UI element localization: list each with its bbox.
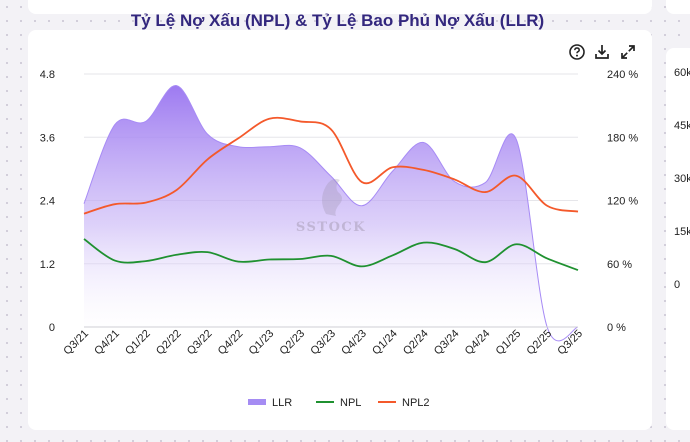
x-tick-label: Q2/22: [154, 328, 184, 358]
x-tick-label: Q1/23: [247, 328, 277, 358]
side-tick-label: 0: [674, 279, 681, 291]
series-npl2-line: [83, 116, 579, 215]
y-right-tick-label: 60 %: [607, 259, 632, 271]
x-tick-label: Q4/24: [463, 328, 493, 358]
help-circle-icon: [569, 44, 585, 60]
side-tick-label: 60k: [674, 67, 690, 79]
side-tick-label: 45k: [674, 120, 690, 132]
x-tick-label: Q3/23: [308, 328, 338, 358]
x-tick-label: Q3/21: [61, 328, 91, 358]
x-tick-label: Q1/24: [370, 328, 400, 358]
legend-label-npl: NPL: [340, 397, 361, 409]
x-tick-label: Q1/25: [494, 328, 524, 358]
watermark-logo: [322, 178, 342, 216]
top-right-card: [666, 0, 690, 14]
y-left-tick-label: 3.6: [40, 132, 55, 144]
y-right-tick-label: 0 %: [607, 322, 626, 334]
series-npl-line: [83, 238, 579, 271]
chart-title: Tỷ Lệ Nợ Xấu (NPL) & Tỷ Lệ Bao Phủ Nợ Xấ…: [130, 11, 545, 30]
expand-icon: [621, 45, 635, 59]
x-tick-label: Q3/22: [185, 328, 215, 358]
x-tick-label: Q2/23: [278, 328, 308, 358]
x-tick-label: Q4/22: [216, 328, 246, 358]
x-tick-label: Q2/25: [525, 328, 555, 358]
y-left-tick-label: 1.2: [40, 259, 55, 271]
series-llr-line: [83, 85, 579, 342]
y-right-tick-label: 120 %: [607, 196, 638, 208]
legend-label-llr: LLR: [272, 397, 292, 409]
series-llr-area: [84, 85, 578, 341]
x-tick-label: Q2/24: [401, 328, 431, 358]
watermark-text: SSTOCK: [296, 220, 366, 235]
x-tick-label: Q4/23: [339, 328, 369, 358]
legend-swatch-llr: [248, 399, 266, 405]
legend-label-npl2: NPL2: [402, 397, 430, 409]
download-button[interactable]: [591, 41, 613, 63]
x-tick-label: Q1/22: [123, 328, 153, 358]
y-left-tick-label: 2.4: [40, 196, 55, 208]
side-tick-label: 15k: [674, 226, 690, 238]
download-icon: [595, 45, 609, 59]
fullscreen-button[interactable]: [617, 41, 639, 63]
top-card: [28, 0, 652, 14]
y-left-tick-label: 4.8: [40, 69, 55, 81]
y-left-tick-label: 0: [49, 322, 55, 334]
y-right-tick-label: 240 %: [607, 69, 638, 81]
help-button[interactable]: [566, 41, 588, 63]
x-tick-label: Q3/24: [432, 328, 462, 358]
x-tick-label: Q4/21: [92, 328, 122, 358]
adjacent-chart-card: [666, 48, 690, 430]
side-tick-label: 30k: [674, 173, 690, 185]
y-right-tick-label: 180 %: [607, 132, 638, 144]
